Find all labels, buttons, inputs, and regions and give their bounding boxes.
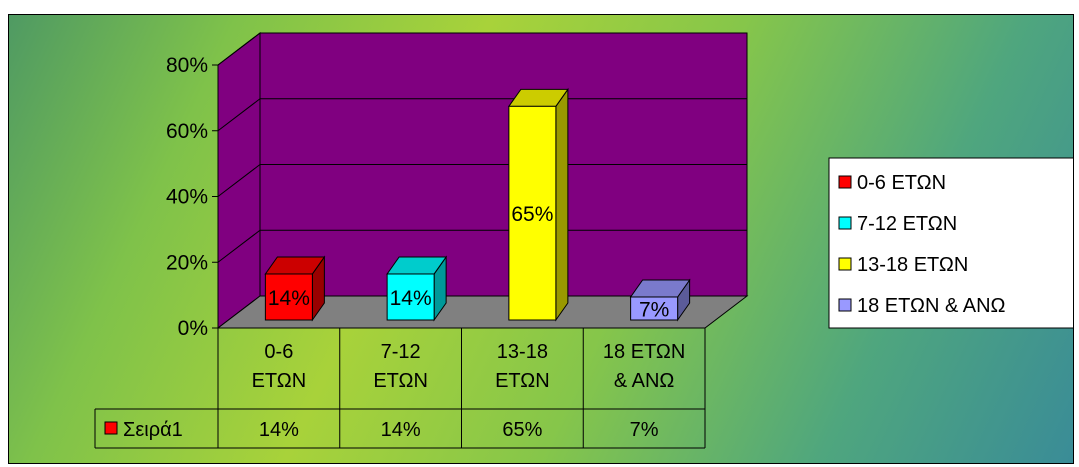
category-label: 7-12 [381, 341, 421, 363]
data-table-value: 14% [381, 419, 421, 441]
chart-svg: 0% 20% 40% 60% 80% 14% 14% 65% 7% 0-6 ΕΤΩΝ 7-12 ΕΤΩΝ… [94, 31, 1073, 449]
data-label: 7% [639, 298, 669, 321]
legend-swatch [838, 298, 852, 312]
legend-label: 7-12 ΕΤΩΝ [857, 213, 957, 235]
data-label: 14% [390, 287, 432, 310]
series-name: Σειρά1 [123, 419, 183, 441]
legend-swatch [838, 257, 852, 271]
bar[interactable] [630, 296, 679, 321]
series-key [104, 421, 118, 435]
y-tick-label: 60% [166, 120, 208, 143]
legend-label: 13-18 ΕΤΩΝ [857, 254, 968, 276]
category-label: ΕΤΩΝ [252, 370, 307, 392]
chart-frame: 0% 20% 40% 60% 80% 14% 14% 65% 7% 0-6 ΕΤΩΝ 7-12 ΕΤΩΝ… [8, 14, 1074, 464]
category-label: 18 ΕΤΩΝ [603, 341, 685, 363]
data-table-value: 65% [502, 419, 542, 441]
bar-side [555, 87, 569, 322]
data-label: 14% [268, 287, 310, 310]
legend-label: 18 ΕΤΩΝ & ΑΝΩ [857, 295, 1006, 317]
y-tick-label: 80% [166, 54, 208, 77]
y-tick-label: 20% [166, 251, 208, 274]
bar[interactable] [264, 273, 313, 321]
gridline [217, 229, 747, 263]
gridline [217, 98, 747, 132]
data-label: 65% [511, 203, 553, 226]
gridline [217, 164, 747, 197]
data-table-value: 14% [259, 419, 299, 441]
category-label: ΕΤΩΝ [373, 370, 428, 392]
legend-swatch [838, 175, 852, 189]
category-label: 13-18 [497, 341, 548, 363]
category-label: & ΑΝΩ [614, 370, 675, 392]
y-tick-label: 0% [178, 317, 208, 340]
bar[interactable] [508, 105, 557, 321]
data-table-value: 7% [630, 419, 659, 441]
legend-swatch [838, 216, 852, 230]
gridline [217, 32, 747, 66]
y-tick-label: 40% [166, 186, 208, 209]
category-label: ΕΤΩΝ [495, 370, 550, 392]
bar[interactable] [386, 273, 435, 321]
category-label: 0-6 [264, 341, 293, 363]
legend-box [828, 157, 1073, 329]
legend-label: 0-6 ΕΤΩΝ [857, 172, 946, 194]
